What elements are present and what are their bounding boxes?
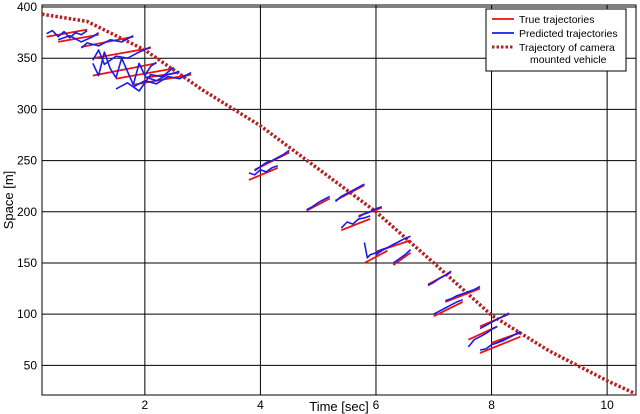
grid-lines bbox=[42, 5, 636, 395]
legend-label-camera-line2: mounted vehicle bbox=[530, 54, 607, 66]
true-trajectory-line bbox=[58, 33, 99, 43]
predicted-trajectory-line bbox=[92, 46, 151, 66]
x-tick-label: 10 bbox=[600, 398, 614, 412]
y-axis-label: Space [m] bbox=[1, 171, 16, 230]
camera-trajectory-line bbox=[41, 12, 637, 396]
predicted-trajectory-line bbox=[491, 331, 521, 346]
plot-frame bbox=[41, 4, 637, 396]
predicted-trajectory-line bbox=[254, 149, 290, 172]
predicted-trajectory-line bbox=[479, 312, 510, 330]
camera-trajectory bbox=[41, 12, 637, 396]
true-trajectory-line bbox=[92, 62, 157, 77]
predicted-trajectory-line bbox=[306, 195, 331, 211]
legend-label-predicted: Predicted trajectories bbox=[519, 28, 618, 40]
y-tick-label: 100 bbox=[17, 307, 37, 321]
predicted-trajectory-line bbox=[57, 31, 100, 43]
predicted-trajectory-line bbox=[340, 215, 371, 229]
true-trajectory-line bbox=[340, 218, 371, 232]
x-tick-label: 6 bbox=[373, 398, 380, 412]
predicted-trajectory-line bbox=[144, 70, 180, 82]
axis-ticks: 2 4 6 8 10 50 100 150 200 250 300 350 400 bbox=[17, 0, 614, 412]
true-trajectory-line bbox=[248, 166, 279, 181]
predicted-trajectory-line bbox=[46, 29, 88, 39]
true-trajectory-line bbox=[306, 197, 331, 212]
true-trajectory-line bbox=[363, 249, 388, 264]
predicted-trajectory-line bbox=[132, 71, 192, 88]
predicted-trajectory-line bbox=[433, 299, 463, 315]
predicted-trajectory-line bbox=[115, 66, 175, 92]
true-trajectory-line bbox=[479, 335, 521, 354]
predicted-trajectory-line bbox=[445, 285, 481, 302]
legend-label-camera: Trajectory of camera bbox=[519, 42, 615, 54]
y-tick-label: 400 bbox=[17, 0, 37, 14]
true-trajectory-line bbox=[115, 67, 174, 80]
legend-label-true: True trajectories bbox=[519, 14, 594, 26]
true-trajectory-line bbox=[433, 301, 464, 318]
true-trajectory-line bbox=[444, 287, 481, 303]
y-tick-label: 150 bbox=[17, 256, 37, 270]
predicted-trajectory-line bbox=[392, 249, 412, 264]
predicted-trajectory-line bbox=[80, 34, 134, 49]
true-trajectory-line bbox=[46, 28, 88, 38]
x-tick-label: 8 bbox=[488, 398, 495, 412]
true-trajectory-line bbox=[392, 251, 412, 266]
y-tick-label: 50 bbox=[24, 358, 38, 372]
y-tick-label: 200 bbox=[17, 205, 37, 219]
predicted-trajectory-line bbox=[427, 270, 452, 287]
true-trajectory-line bbox=[92, 47, 151, 60]
predicted-trajectory-line bbox=[334, 183, 365, 203]
x-tick-label: 4 bbox=[257, 398, 264, 412]
predicted-trajectory-line bbox=[92, 51, 157, 86]
y-tick-label: 300 bbox=[17, 102, 37, 116]
x-tick-label: 2 bbox=[142, 398, 149, 412]
true-trajectories bbox=[46, 28, 521, 354]
predicted-trajectory-line bbox=[358, 205, 383, 218]
predicted-trajectories bbox=[46, 29, 521, 351]
x-axis-label: Time [sec] bbox=[309, 399, 368, 414]
predicted-trajectory-line bbox=[467, 325, 498, 348]
predicted-trajectory-line bbox=[363, 242, 388, 259]
legend: True trajectories Predicted trajectories… bbox=[485, 8, 627, 72]
y-tick-label: 350 bbox=[17, 51, 37, 65]
predicted-trajectory-line bbox=[375, 235, 411, 256]
predicted-trajectory-line bbox=[248, 164, 279, 176]
y-tick-label: 250 bbox=[17, 154, 37, 168]
